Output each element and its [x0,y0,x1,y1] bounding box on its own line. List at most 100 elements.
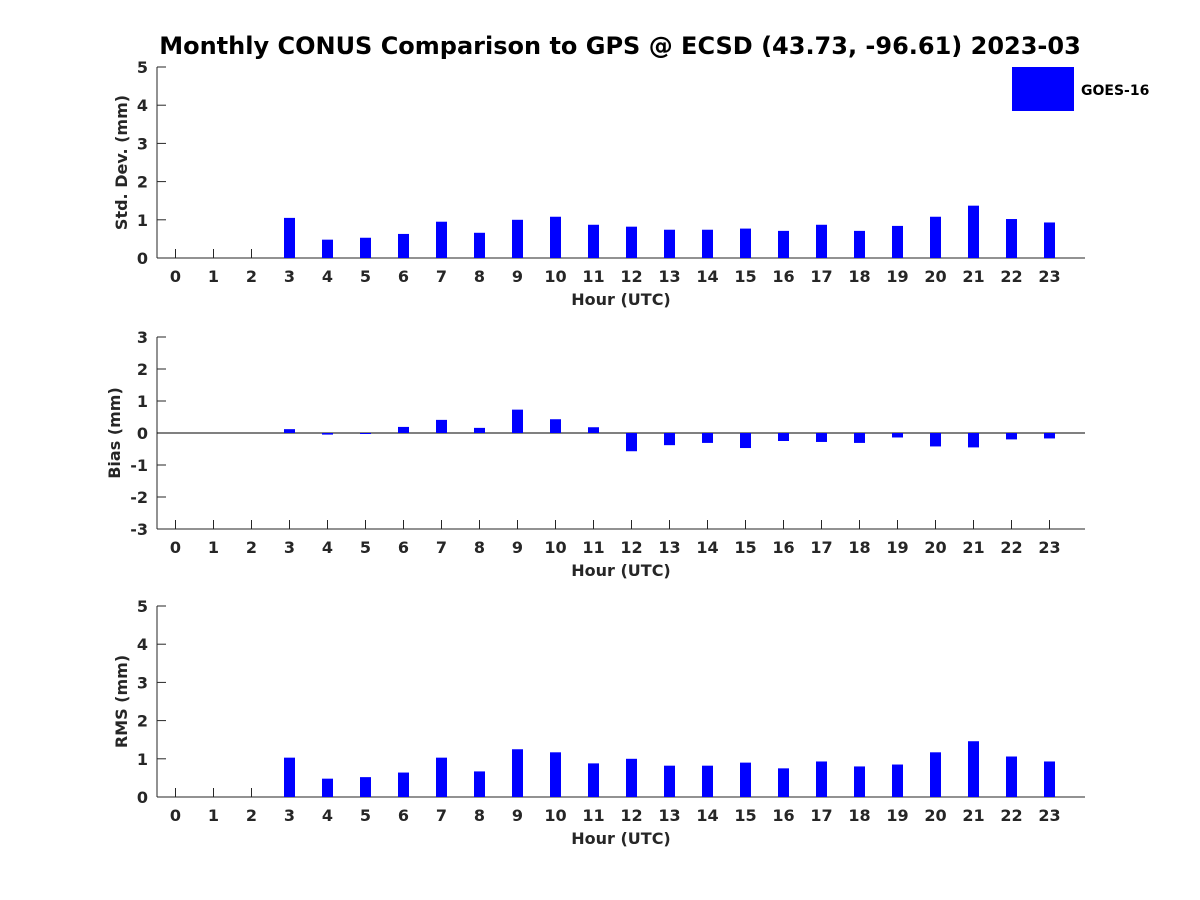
bar-hour-3 [284,217,295,258]
bar-hour-4 [322,778,333,797]
legend-label: GOES-16 [1081,83,1149,99]
bar-hour-21 [968,741,979,797]
bar-hour-7 [436,757,447,797]
x-tick-label: 20 [924,806,946,825]
bar-hour-6 [398,426,409,433]
bar-hour-23 [1044,222,1055,258]
bar-hour-8 [474,232,485,258]
bar-hour-12 [626,433,637,452]
bar-hour-5 [360,777,371,797]
bar-hour-9 [512,219,523,258]
x-tick-label: 3 [284,538,295,557]
y-tick-label: 1 [137,392,148,411]
x-tick-label: 14 [696,267,718,286]
x-tick-label: 15 [734,806,756,825]
x-tick-label: 21 [962,538,984,557]
y-tick-label: 2 [137,712,148,731]
y-tick-label: 3 [137,328,148,347]
bar-hour-21 [968,205,979,258]
bar-hour-22 [1006,219,1017,258]
chart-title: Monthly CONUS Comparison to GPS @ ECSD (… [159,32,1081,60]
x-tick-label: 6 [398,538,409,557]
y-tick-label: -1 [130,456,148,475]
x-tick-label: 0 [170,806,181,825]
bar-hour-8 [474,427,485,433]
x-tick-label: 6 [398,267,409,286]
bar-hour-10 [550,752,561,797]
y-tick-label: 0 [137,788,148,807]
x-tick-label: 18 [848,806,870,825]
x-tick-label: 8 [474,806,485,825]
bar-hour-6 [398,772,409,797]
x-tick-label: 15 [734,267,756,286]
legend: GOES-16 [1012,67,1149,111]
bar-hour-16 [778,433,789,441]
bar-hour-9 [512,749,523,797]
bar-hour-18 [854,433,865,443]
x-tick-label: 2 [246,806,257,825]
x-tick-label: 23 [1038,267,1060,286]
x-tick-label: 11 [582,538,604,557]
x-tick-label: 18 [848,267,870,286]
bar-hour-4 [322,433,333,435]
x-tick-label: 19 [886,538,908,557]
bar-hour-9 [512,409,523,433]
y-tick-label: 4 [137,96,148,115]
x-axis-label: Hour (UTC) [571,290,671,309]
x-tick-label: 11 [582,267,604,286]
y-tick-label: 5 [137,58,148,77]
bar-hour-22 [1006,756,1017,797]
x-tick-label: 19 [886,267,908,286]
x-tick-label: 3 [284,806,295,825]
x-tick-label: 1 [208,806,219,825]
y-tick-label: 0 [137,249,148,268]
x-tick-label: 23 [1038,538,1060,557]
x-tick-label: 22 [1000,806,1022,825]
bar-hour-11 [588,224,599,258]
x-tick-label: 2 [246,267,257,286]
x-tick-label: 18 [848,538,870,557]
x-tick-label: 17 [810,806,832,825]
bar-hour-19 [892,764,903,797]
bar-hour-23 [1044,433,1055,439]
bar-hour-8 [474,771,485,797]
x-tick-label: 3 [284,267,295,286]
x-tick-label: 17 [810,267,832,286]
x-tick-label: 0 [170,267,181,286]
bar-hour-7 [436,419,447,433]
bar-hour-20 [930,433,941,447]
bar-hour-13 [664,229,675,258]
bar-hour-17 [816,761,827,797]
y-tick-label: 1 [137,211,148,230]
bar-hour-17 [816,224,827,258]
bar-hour-21 [968,433,979,448]
y-tick-label: 3 [137,673,148,692]
x-tick-label: 7 [436,267,447,286]
x-tick-label: 17 [810,538,832,557]
y-tick-label: 2 [137,173,148,192]
y-tick-label: 5 [137,597,148,616]
bar-hour-10 [550,419,561,433]
x-tick-label: 6 [398,806,409,825]
x-tick-label: 13 [658,538,680,557]
x-tick-label: 10 [544,806,566,825]
x-tick-label: 7 [436,806,447,825]
x-tick-label: 8 [474,538,485,557]
x-tick-label: 14 [696,538,718,557]
x-tick-label: 9 [512,538,523,557]
x-tick-label: 1 [208,267,219,286]
bar-hour-20 [930,216,941,258]
bar-hour-3 [284,429,295,433]
bar-hour-16 [778,230,789,258]
x-tick-label: 16 [772,267,794,286]
bar-hour-18 [854,766,865,797]
x-tick-label: 8 [474,267,485,286]
y-axis-label: Std. Dev. (mm) [112,95,131,230]
x-tick-label: 5 [360,806,371,825]
y-axis-label: Bias (mm) [105,387,124,479]
